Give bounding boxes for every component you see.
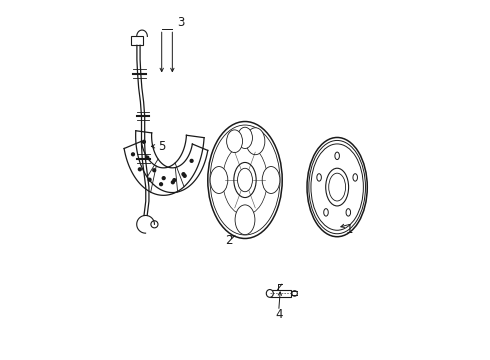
- Ellipse shape: [346, 209, 350, 216]
- Ellipse shape: [227, 130, 243, 153]
- Text: 2: 2: [225, 234, 233, 247]
- Ellipse shape: [235, 205, 255, 235]
- Circle shape: [183, 175, 186, 177]
- Circle shape: [148, 178, 151, 181]
- Ellipse shape: [246, 128, 265, 155]
- Circle shape: [153, 169, 156, 172]
- Ellipse shape: [266, 289, 273, 297]
- Ellipse shape: [326, 168, 348, 206]
- Ellipse shape: [151, 221, 158, 228]
- Circle shape: [182, 173, 185, 176]
- Bar: [131, 36, 143, 45]
- Ellipse shape: [210, 125, 280, 235]
- Ellipse shape: [208, 122, 282, 238]
- Bar: [270, 289, 291, 297]
- Ellipse shape: [210, 167, 228, 193]
- Ellipse shape: [324, 209, 328, 216]
- Ellipse shape: [307, 138, 368, 237]
- Circle shape: [162, 177, 165, 180]
- Circle shape: [190, 159, 193, 162]
- Circle shape: [143, 140, 146, 143]
- Ellipse shape: [329, 173, 345, 201]
- Ellipse shape: [238, 168, 252, 192]
- Circle shape: [160, 183, 163, 186]
- Text: 1: 1: [346, 223, 353, 236]
- Ellipse shape: [311, 144, 364, 230]
- Circle shape: [146, 156, 149, 159]
- Text: 3: 3: [177, 15, 185, 29]
- Circle shape: [173, 179, 176, 181]
- Ellipse shape: [353, 174, 358, 181]
- Text: 4: 4: [275, 308, 282, 321]
- Circle shape: [172, 181, 174, 184]
- Ellipse shape: [309, 140, 366, 234]
- Circle shape: [132, 153, 134, 156]
- Ellipse shape: [238, 127, 252, 149]
- Text: 5: 5: [158, 140, 166, 153]
- Ellipse shape: [262, 167, 280, 193]
- Ellipse shape: [234, 162, 256, 198]
- Ellipse shape: [335, 152, 340, 159]
- Ellipse shape: [292, 291, 297, 296]
- Circle shape: [138, 168, 141, 171]
- Ellipse shape: [317, 174, 321, 181]
